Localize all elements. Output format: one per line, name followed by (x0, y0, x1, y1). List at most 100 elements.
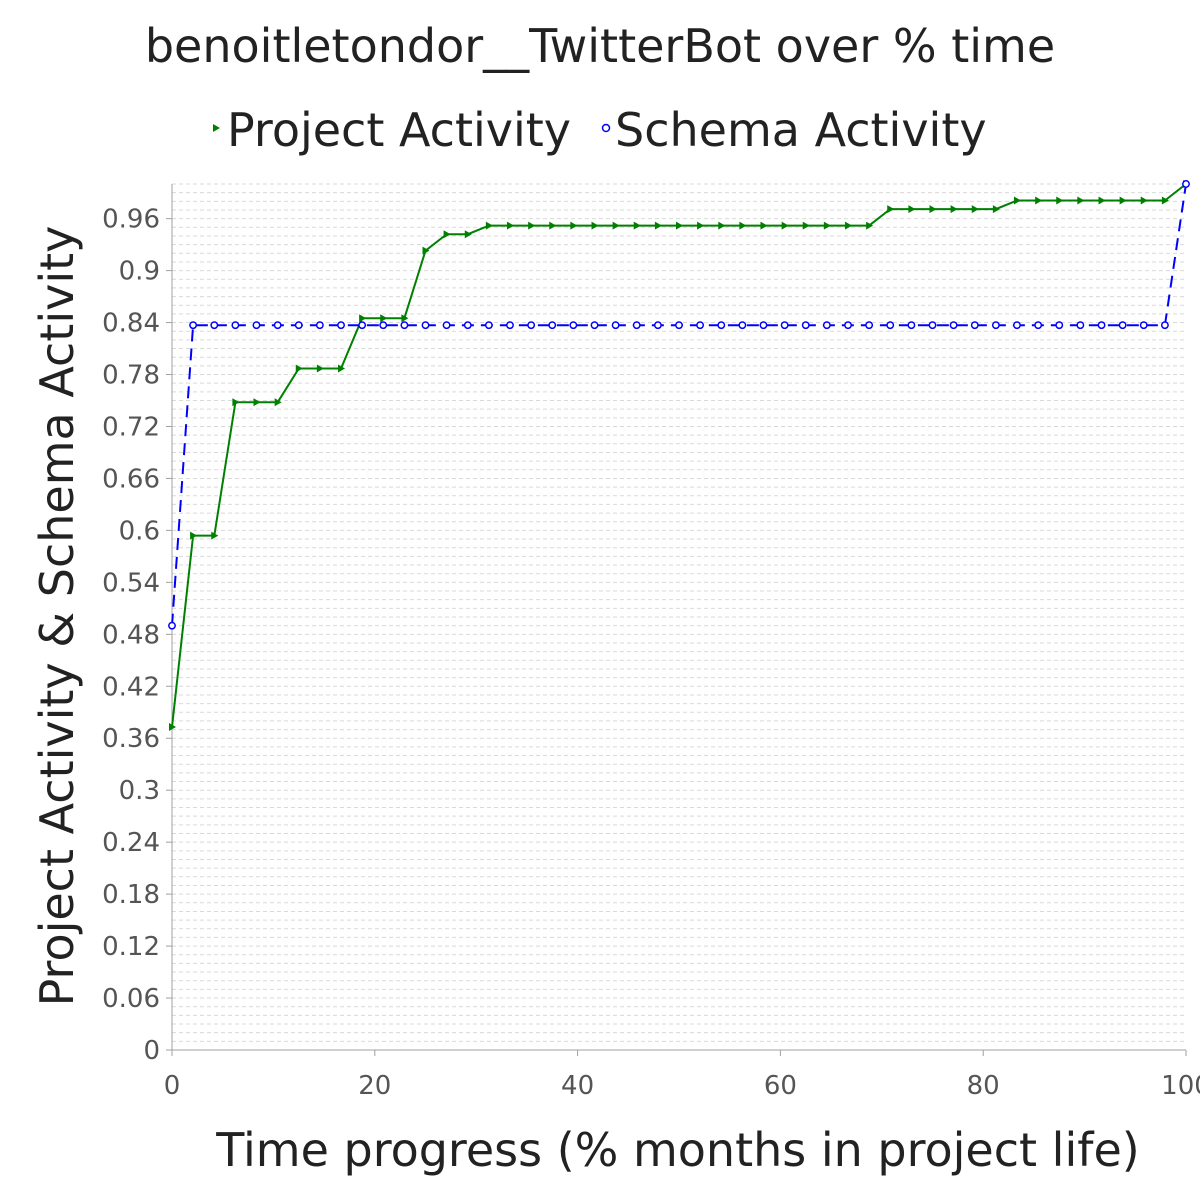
data-point (169, 722, 176, 731)
data-point (1056, 196, 1064, 205)
data-point (1182, 180, 1190, 188)
y-tick-label: 0.3 (119, 776, 160, 806)
data-point (506, 221, 514, 230)
series-line-project-activity (171, 183, 1187, 728)
y-tick-label: 0.36 (102, 724, 160, 754)
data-point (697, 221, 705, 230)
x-tick-label: 40 (561, 1071, 594, 1101)
data-point (463, 321, 472, 330)
legend-marker-project-activity-icon (213, 124, 220, 132)
data-point (484, 321, 493, 330)
data-point (676, 221, 683, 230)
data-point (718, 221, 726, 230)
data-point (653, 321, 662, 330)
data-point (570, 221, 578, 230)
y-axis-title: Project Activity & Schema Activity (30, 226, 84, 1007)
data-point (294, 321, 303, 330)
data-point (315, 321, 324, 330)
data-point (1013, 321, 1021, 330)
y-tick-label: 0.6 (119, 516, 160, 546)
data-point (1160, 321, 1169, 330)
data-point (929, 205, 937, 214)
data-point (252, 321, 261, 330)
data-point (400, 321, 409, 330)
data-point (443, 230, 451, 239)
data-point (253, 398, 261, 407)
data-point (971, 205, 979, 214)
data-point (1013, 196, 1021, 205)
series-schema-activity (168, 180, 1190, 630)
data-point (190, 531, 198, 540)
data-point (801, 321, 810, 330)
data-point (991, 321, 1000, 330)
data-point (950, 205, 958, 214)
data-point (780, 321, 789, 330)
data-point (845, 221, 853, 230)
data-point (401, 314, 409, 323)
data-point (1118, 321, 1127, 330)
data-point (1055, 321, 1064, 330)
series-layer (168, 180, 1190, 731)
data-point (485, 221, 493, 230)
data-point (1139, 321, 1148, 330)
data-point (866, 221, 874, 230)
data-point (802, 221, 810, 230)
data-point (506, 321, 514, 330)
data-point (337, 321, 345, 330)
data-point (970, 321, 979, 330)
x-tick-label: 80 (967, 1071, 1000, 1101)
data-point (421, 321, 430, 330)
y-tick-label: 0.9 (119, 257, 160, 287)
data-point (611, 321, 620, 330)
data-point (528, 221, 536, 230)
data-point (168, 621, 176, 630)
data-point (189, 321, 198, 330)
data-point (338, 364, 346, 373)
data-point (886, 321, 895, 330)
data-point (822, 321, 831, 330)
data-point (442, 321, 451, 330)
y-tick-label: 0.78 (102, 361, 160, 391)
data-point (865, 321, 874, 330)
data-point (612, 221, 620, 230)
legend: Project Activity Schema Activity (213, 103, 987, 157)
data-point (548, 321, 557, 330)
chart-title: benoitletondor__TwitterBot over % time (145, 19, 1055, 73)
y-tick-label: 0.72 (102, 412, 160, 442)
data-point (358, 321, 367, 330)
data-point (591, 221, 599, 230)
data-point (823, 221, 831, 230)
data-point (590, 321, 599, 330)
y-tick-label: 0.06 (102, 984, 160, 1014)
y-tick-label: 0.18 (102, 880, 160, 910)
data-point (738, 321, 747, 330)
data-point (527, 321, 536, 330)
data-point (569, 321, 578, 330)
data-point (633, 221, 641, 230)
data-point (1034, 321, 1043, 330)
data-point (654, 221, 662, 230)
data-point (549, 221, 557, 230)
data-point (992, 205, 1000, 214)
legend-label-schema-activity: Schema Activity (615, 103, 987, 157)
data-point (422, 246, 430, 255)
data-point (316, 364, 324, 373)
series-line-schema-activity (171, 183, 1187, 626)
data-point (844, 321, 852, 330)
data-point (759, 321, 768, 330)
y-tick-label: 0.96 (102, 205, 160, 235)
data-point (295, 364, 303, 373)
data-point (1097, 321, 1106, 330)
data-point (231, 321, 240, 330)
legend-marker-schema-activity-icon (601, 123, 611, 133)
x-tick-label: 100 (1161, 1071, 1200, 1101)
y-tick-label: 0.54 (102, 568, 160, 598)
data-point (1077, 196, 1085, 205)
data-point (907, 321, 916, 330)
x-axis-title: Time progress (% months in project life) (215, 1123, 1139, 1177)
data-point (211, 531, 219, 540)
data-point (908, 205, 916, 214)
data-point (464, 230, 472, 239)
x-tick-label: 60 (764, 1071, 797, 1101)
